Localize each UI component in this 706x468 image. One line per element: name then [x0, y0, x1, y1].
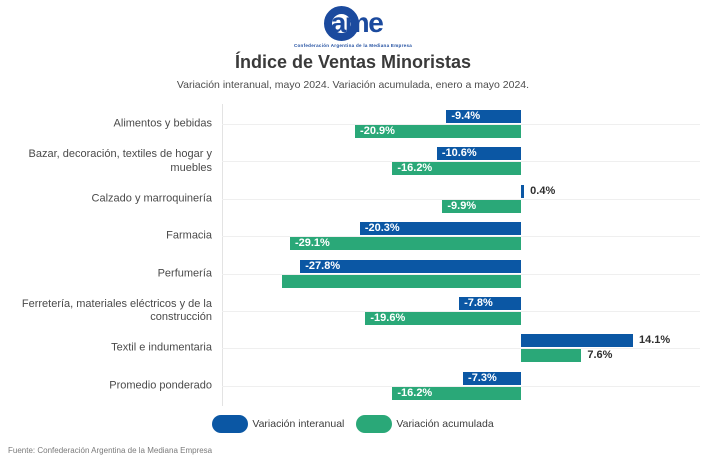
bar-value-label: -16.2% — [397, 386, 433, 399]
bar-acumulada — [282, 274, 521, 288]
legend-swatch-acumulada — [356, 415, 393, 433]
bar-acumulada — [392, 162, 521, 176]
bar-acumulada — [442, 199, 521, 213]
bar-value-label: -9.9% — [447, 199, 477, 212]
category-axis-line — [222, 104, 223, 406]
bar-value-label: 7.6% — [587, 349, 613, 362]
bar-value-label: -7.3% — [468, 371, 497, 384]
bar-interanual — [300, 259, 521, 273]
bar-value-label: -10.6% — [441, 147, 477, 160]
bar-value-label: 0.4% — [530, 184, 556, 197]
bar-interanual — [359, 222, 521, 236]
bar-value-label: -9.4% — [451, 110, 481, 122]
legend-label-interanual: Variación interanual — [252, 418, 345, 430]
row-gridline — [222, 385, 700, 387]
bar-interanual — [521, 334, 633, 348]
came-logo-text: ame — [330, 7, 384, 38]
bar-interanual — [521, 184, 525, 198]
bar-interanual — [436, 147, 521, 161]
row-gridline — [222, 273, 700, 275]
row-gridline — [222, 311, 700, 312]
category-label: Alimentos y bebidas — [113, 117, 212, 130]
chart-title: Índice de Ventas Minoristas — [234, 52, 472, 72]
came-logo: ame Confederación Argentina de la Median… — [0, 4, 706, 48]
came-logo-tagline: Confederación Argentina de la Mediana Em… — [293, 43, 413, 48]
bar-value-label: -19.6% — [370, 312, 406, 324]
category-label: Perfumería — [157, 267, 212, 279]
row-gridline — [222, 236, 700, 238]
source-note: Fuente: Confederación Argentina de la Me… — [8, 446, 213, 455]
category-label: Calzado y marroquinería — [91, 192, 212, 205]
row-gridline — [222, 348, 700, 350]
chart-legend: Variación interanual Variación acumulada — [0, 415, 706, 433]
bar-value-label: 14.1% — [638, 334, 671, 347]
legend-label-acumulada: Variación acumulada — [396, 418, 494, 430]
bar-acumulada — [521, 349, 582, 363]
bar-acumulada — [289, 237, 521, 251]
row-gridline — [222, 124, 700, 125]
row-gridline — [222, 161, 700, 163]
bar-value-label: -29.1% — [294, 237, 330, 250]
bar-value-label: -20.9% — [360, 125, 395, 137]
bar-acumulada — [355, 125, 521, 138]
bar-interanual — [446, 110, 521, 123]
came-logo-c-ring-icon — [323, 5, 359, 41]
bar-value-label: -16.2% — [397, 162, 433, 175]
bar-acumulada — [392, 386, 521, 400]
bar-interanual — [459, 297, 521, 310]
row-gridline — [222, 198, 700, 200]
legend-item-interanual: Variación interanual — [212, 415, 344, 433]
category-label: Ferretería, materiales eléctricos y de l… — [21, 297, 212, 323]
bar-value-label: -20.3% — [364, 222, 400, 235]
category-label: Farmacia — [166, 229, 212, 242]
category-label: Promedio ponderado — [109, 379, 212, 392]
bar-value-label: -7.8% — [464, 297, 493, 309]
category-label: Textil e indumentaria — [111, 341, 212, 354]
bar-interanual — [463, 371, 521, 385]
legend-item-acumulada: Variación acumulada — [356, 415, 494, 433]
came-logo-mark: ame — [323, 4, 384, 42]
chart-subtitle: Variación interanual, mayo 2024. Variaci… — [176, 79, 530, 91]
legend-swatch-interanual — [212, 415, 249, 433]
bar-acumulada — [365, 312, 521, 325]
category-label: Bazar, decoración, textiles de hogar y m… — [28, 148, 212, 174]
bar-value-label: -27.8% — [305, 259, 341, 272]
